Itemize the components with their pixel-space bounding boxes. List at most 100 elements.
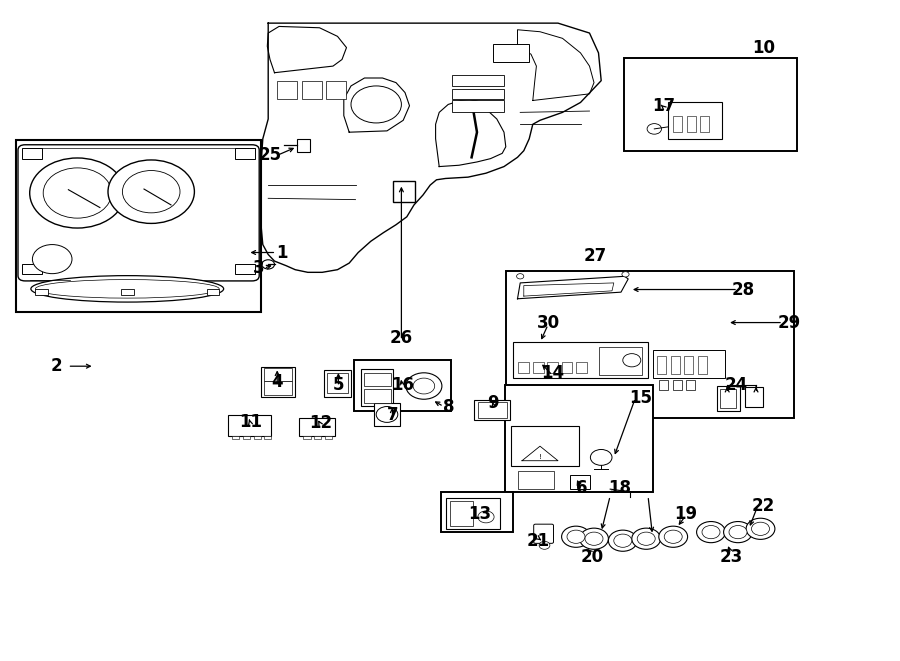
Circle shape <box>108 160 194 223</box>
Bar <box>452 89 504 99</box>
FancyBboxPatch shape <box>22 148 42 159</box>
Circle shape <box>467 100 482 111</box>
Circle shape <box>697 522 725 543</box>
Bar <box>518 362 529 373</box>
Bar <box>452 75 504 86</box>
Bar <box>659 380 668 390</box>
Bar <box>686 380 695 390</box>
Text: !: ! <box>538 454 542 461</box>
Text: 28: 28 <box>732 280 755 299</box>
Text: 4: 4 <box>272 373 283 391</box>
Bar <box>720 389 736 408</box>
Text: 20: 20 <box>580 547 604 566</box>
Polygon shape <box>436 100 506 167</box>
Circle shape <box>752 522 770 535</box>
Circle shape <box>122 171 180 213</box>
Circle shape <box>567 530 585 543</box>
Circle shape <box>478 511 494 523</box>
Text: 7: 7 <box>387 406 398 424</box>
Bar <box>506 271 794 418</box>
Text: 25: 25 <box>258 146 282 165</box>
Bar <box>687 116 696 132</box>
Bar <box>478 402 507 418</box>
Bar <box>717 386 740 411</box>
Circle shape <box>647 124 662 134</box>
Circle shape <box>351 86 401 123</box>
Circle shape <box>32 245 72 274</box>
Bar <box>16 140 261 312</box>
Polygon shape <box>518 276 628 299</box>
Circle shape <box>376 407 398 422</box>
Bar <box>547 362 558 373</box>
Circle shape <box>746 518 775 539</box>
Text: 13: 13 <box>468 505 491 524</box>
Circle shape <box>702 525 720 539</box>
FancyBboxPatch shape <box>18 145 259 281</box>
Circle shape <box>729 525 747 539</box>
Circle shape <box>590 449 612 465</box>
Circle shape <box>614 534 632 547</box>
Text: 17: 17 <box>652 97 675 115</box>
Bar <box>493 44 529 62</box>
Bar <box>364 389 391 403</box>
Text: 22: 22 <box>752 496 775 515</box>
Bar <box>254 436 261 439</box>
FancyBboxPatch shape <box>534 524 554 543</box>
Bar <box>652 350 724 378</box>
Text: 29: 29 <box>778 313 801 332</box>
Bar <box>277 81 297 99</box>
Text: 16: 16 <box>391 375 414 394</box>
Text: 18: 18 <box>608 479 631 497</box>
Bar <box>673 380 682 390</box>
Bar <box>698 356 706 374</box>
Circle shape <box>406 373 442 399</box>
Ellipse shape <box>31 276 223 302</box>
Text: 12: 12 <box>309 414 332 432</box>
Circle shape <box>562 526 590 547</box>
Bar <box>668 102 722 139</box>
Circle shape <box>637 532 655 545</box>
Bar <box>441 492 513 532</box>
Bar <box>673 116 682 132</box>
Bar <box>513 342 648 378</box>
FancyBboxPatch shape <box>235 264 255 274</box>
Bar <box>206 289 220 295</box>
Bar <box>511 426 579 466</box>
Circle shape <box>413 378 435 394</box>
Bar <box>684 356 693 374</box>
Bar <box>533 362 544 373</box>
Polygon shape <box>261 23 601 272</box>
Bar <box>745 387 763 407</box>
Text: 21: 21 <box>526 531 550 550</box>
Bar <box>314 436 321 439</box>
Bar <box>354 360 451 411</box>
Circle shape <box>632 528 661 549</box>
Circle shape <box>608 530 637 551</box>
Text: 5: 5 <box>333 375 344 394</box>
Text: 3: 3 <box>253 259 264 278</box>
Bar <box>624 58 796 151</box>
Bar <box>297 139 310 152</box>
Bar <box>374 403 400 426</box>
Text: 2: 2 <box>51 357 62 375</box>
Bar <box>261 367 295 397</box>
Bar <box>326 81 346 99</box>
Circle shape <box>30 158 125 228</box>
Bar <box>562 362 572 373</box>
Text: 6: 6 <box>576 479 587 497</box>
Bar <box>302 81 322 99</box>
Bar <box>324 370 351 397</box>
Circle shape <box>262 260 274 269</box>
Ellipse shape <box>35 280 220 298</box>
Bar <box>264 381 292 395</box>
Bar <box>518 471 554 489</box>
Bar <box>325 436 332 439</box>
Circle shape <box>43 168 112 218</box>
Bar <box>232 436 239 439</box>
Bar <box>228 415 271 436</box>
Bar <box>364 373 391 386</box>
Text: 27: 27 <box>583 247 607 266</box>
Text: 15: 15 <box>629 389 652 407</box>
Circle shape <box>580 528 608 549</box>
Text: 10: 10 <box>752 39 775 58</box>
